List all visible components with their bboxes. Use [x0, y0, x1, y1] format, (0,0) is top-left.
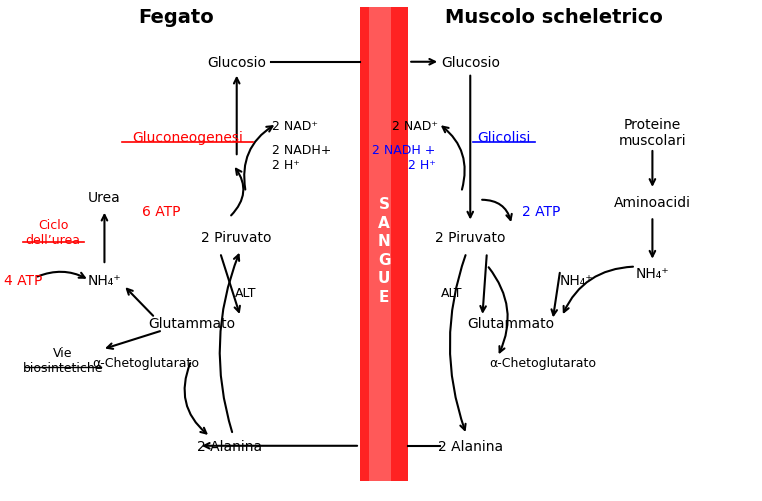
Text: 2 ATP: 2 ATP — [522, 204, 560, 218]
Text: 2 NAD⁺: 2 NAD⁺ — [272, 120, 319, 133]
Text: 4 ATP: 4 ATP — [4, 274, 42, 288]
Text: Gluconeogenesi: Gluconeogenesi — [132, 131, 243, 145]
Text: 6 ATP: 6 ATP — [142, 204, 181, 218]
Text: ALT: ALT — [440, 287, 462, 300]
Text: 2 NAD⁺: 2 NAD⁺ — [392, 120, 437, 133]
Text: Proteine
muscolari: Proteine muscolari — [619, 118, 687, 148]
Text: α-Chetoglutarato: α-Chetoglutarato — [92, 357, 200, 370]
Text: Urea: Urea — [88, 191, 121, 205]
Text: NH₄⁺: NH₄⁺ — [560, 274, 594, 288]
Text: Glicolisi: Glicolisi — [477, 131, 530, 145]
Text: NH₄⁺: NH₄⁺ — [88, 274, 121, 288]
Text: S
A
N
G
U
E: S A N G U E — [378, 196, 390, 305]
FancyBboxPatch shape — [369, 8, 391, 481]
Text: Glucosio: Glucosio — [207, 56, 266, 70]
Text: 2 Piruvato: 2 Piruvato — [435, 231, 505, 245]
Text: 2 Piruvato: 2 Piruvato — [201, 231, 272, 245]
Text: 2 NADH +
2 H⁺: 2 NADH + 2 H⁺ — [372, 144, 436, 172]
Text: Glucosio: Glucosio — [440, 56, 500, 70]
Text: Muscolo scheletrico: Muscolo scheletrico — [445, 8, 663, 27]
Text: Glutammato: Glutammato — [148, 316, 235, 330]
FancyBboxPatch shape — [360, 8, 408, 481]
Text: ALT: ALT — [235, 287, 256, 300]
Text: Fegato: Fegato — [139, 8, 214, 27]
Text: α-Chetoglutarato: α-Chetoglutarato — [489, 357, 597, 370]
Text: Aminoacidi: Aminoacidi — [614, 196, 691, 210]
Text: Glutammato: Glutammato — [468, 316, 555, 330]
Text: 2 Alanina: 2 Alanina — [197, 439, 261, 453]
Text: 2 Alanina: 2 Alanina — [437, 439, 503, 453]
Text: NH₄⁺: NH₄⁺ — [636, 266, 669, 280]
Text: Ciclo
dell’urea: Ciclo dell’urea — [26, 219, 81, 247]
Text: 2 NADH+
2 H⁺: 2 NADH+ 2 H⁺ — [272, 144, 331, 172]
Text: Vie
biosintetiche: Vie biosintetiche — [23, 347, 103, 375]
